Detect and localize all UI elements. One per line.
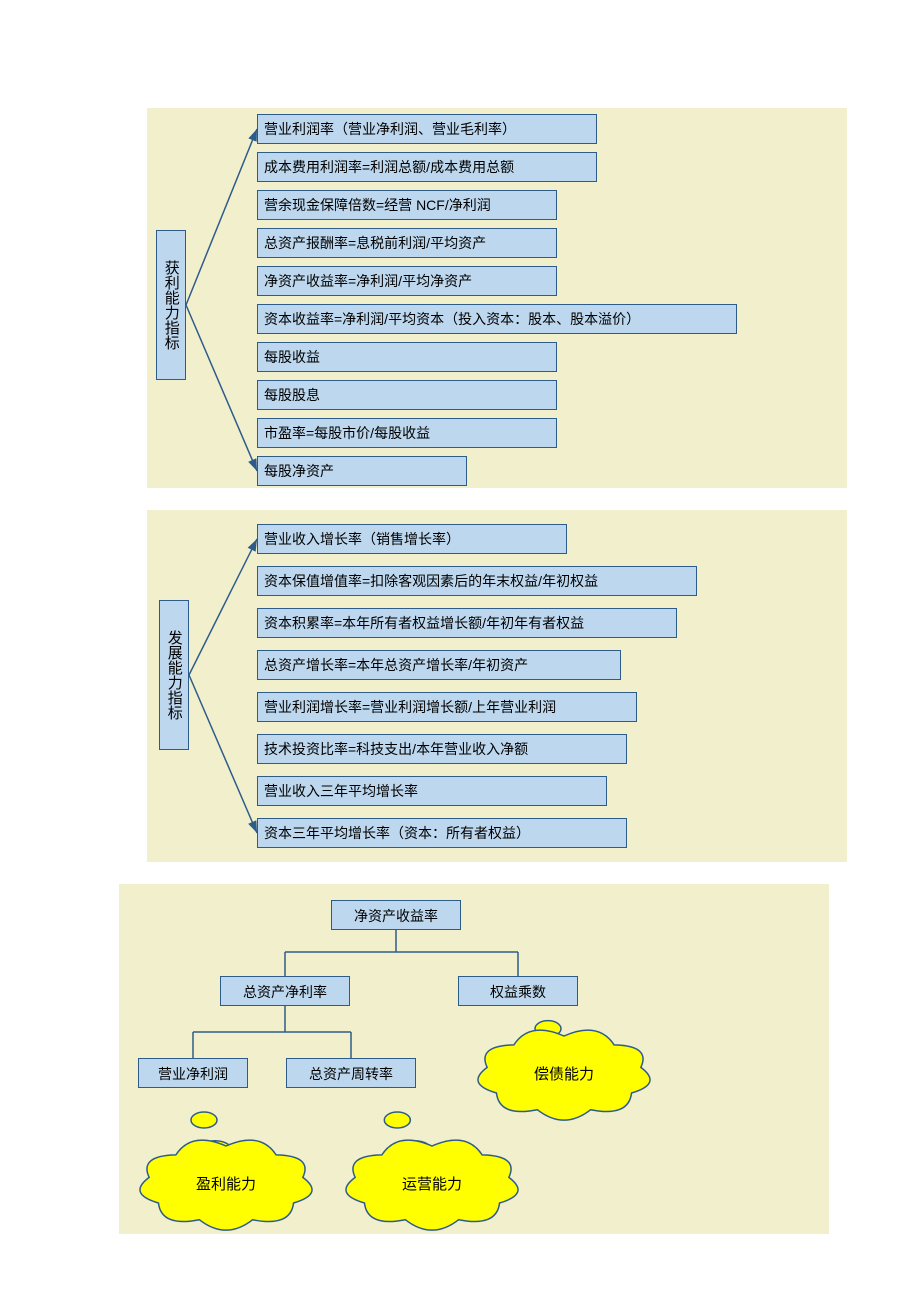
list-item: 市盈率=每股市价/每股收益 bbox=[257, 418, 557, 448]
list-item: 技术投资比率=科技支出/本年营业收入净额 bbox=[257, 734, 627, 764]
list-item: 资本三年平均增长率（资本：所有者权益） bbox=[257, 818, 627, 848]
list-item: 净资产收益率=净利润/平均净资产 bbox=[257, 266, 557, 296]
list-item: 每股收益 bbox=[257, 342, 557, 372]
tree-node-n4: 总资产周转率 bbox=[286, 1058, 416, 1088]
list-item: 每股股息 bbox=[257, 380, 557, 410]
category-growth: 发展能力指标 bbox=[159, 600, 189, 750]
list-item: 营业利润率（营业净利润、营业毛利率） bbox=[257, 114, 597, 144]
tree-node-n2: 权益乘数 bbox=[458, 976, 578, 1006]
list-item: 总资产增长率=本年总资产增长率/年初资产 bbox=[257, 650, 621, 680]
category-profitability: 获利能力指标 bbox=[156, 230, 186, 380]
list-item: 成本费用利润率=利润总额/成本费用总额 bbox=[257, 152, 597, 182]
list-item: 资本保值增值率=扣除客观因素后的年末权益/年初权益 bbox=[257, 566, 697, 596]
list-item: 每股净资产 bbox=[257, 456, 467, 486]
tree-node-n1: 总资产净利率 bbox=[220, 976, 350, 1006]
tree-node-n3: 营业净利润 bbox=[138, 1058, 248, 1088]
list-item: 营业收入三年平均增长率 bbox=[257, 776, 607, 806]
list-item: 营业利润增长率=营业利润增长额/上年营业利润 bbox=[257, 692, 637, 722]
list-item: 资本积累率=本年所有者权益增长额/年初年有者权益 bbox=[257, 608, 677, 638]
page-root: 获利能力指标 营业利润率（营业净利润、营业毛利率） 成本费用利润率=利润总额/成本… bbox=[0, 0, 920, 1302]
category-growth-label: 发展能力指标 bbox=[164, 630, 184, 720]
category-profitability-label: 获利能力指标 bbox=[161, 260, 181, 350]
list-item: 资本收益率=净利润/平均资本（投入资本：股本、股本溢价） bbox=[257, 304, 737, 334]
list-item: 营业收入增长率（销售增长率） bbox=[257, 524, 567, 554]
panel-growth bbox=[147, 510, 847, 862]
list-item: 营余现金保障倍数=经营 NCF/净利润 bbox=[257, 190, 557, 220]
list-item: 总资产报酬率=息税前利润/平均资产 bbox=[257, 228, 557, 258]
tree-node-root: 净资产收益率 bbox=[331, 900, 461, 930]
